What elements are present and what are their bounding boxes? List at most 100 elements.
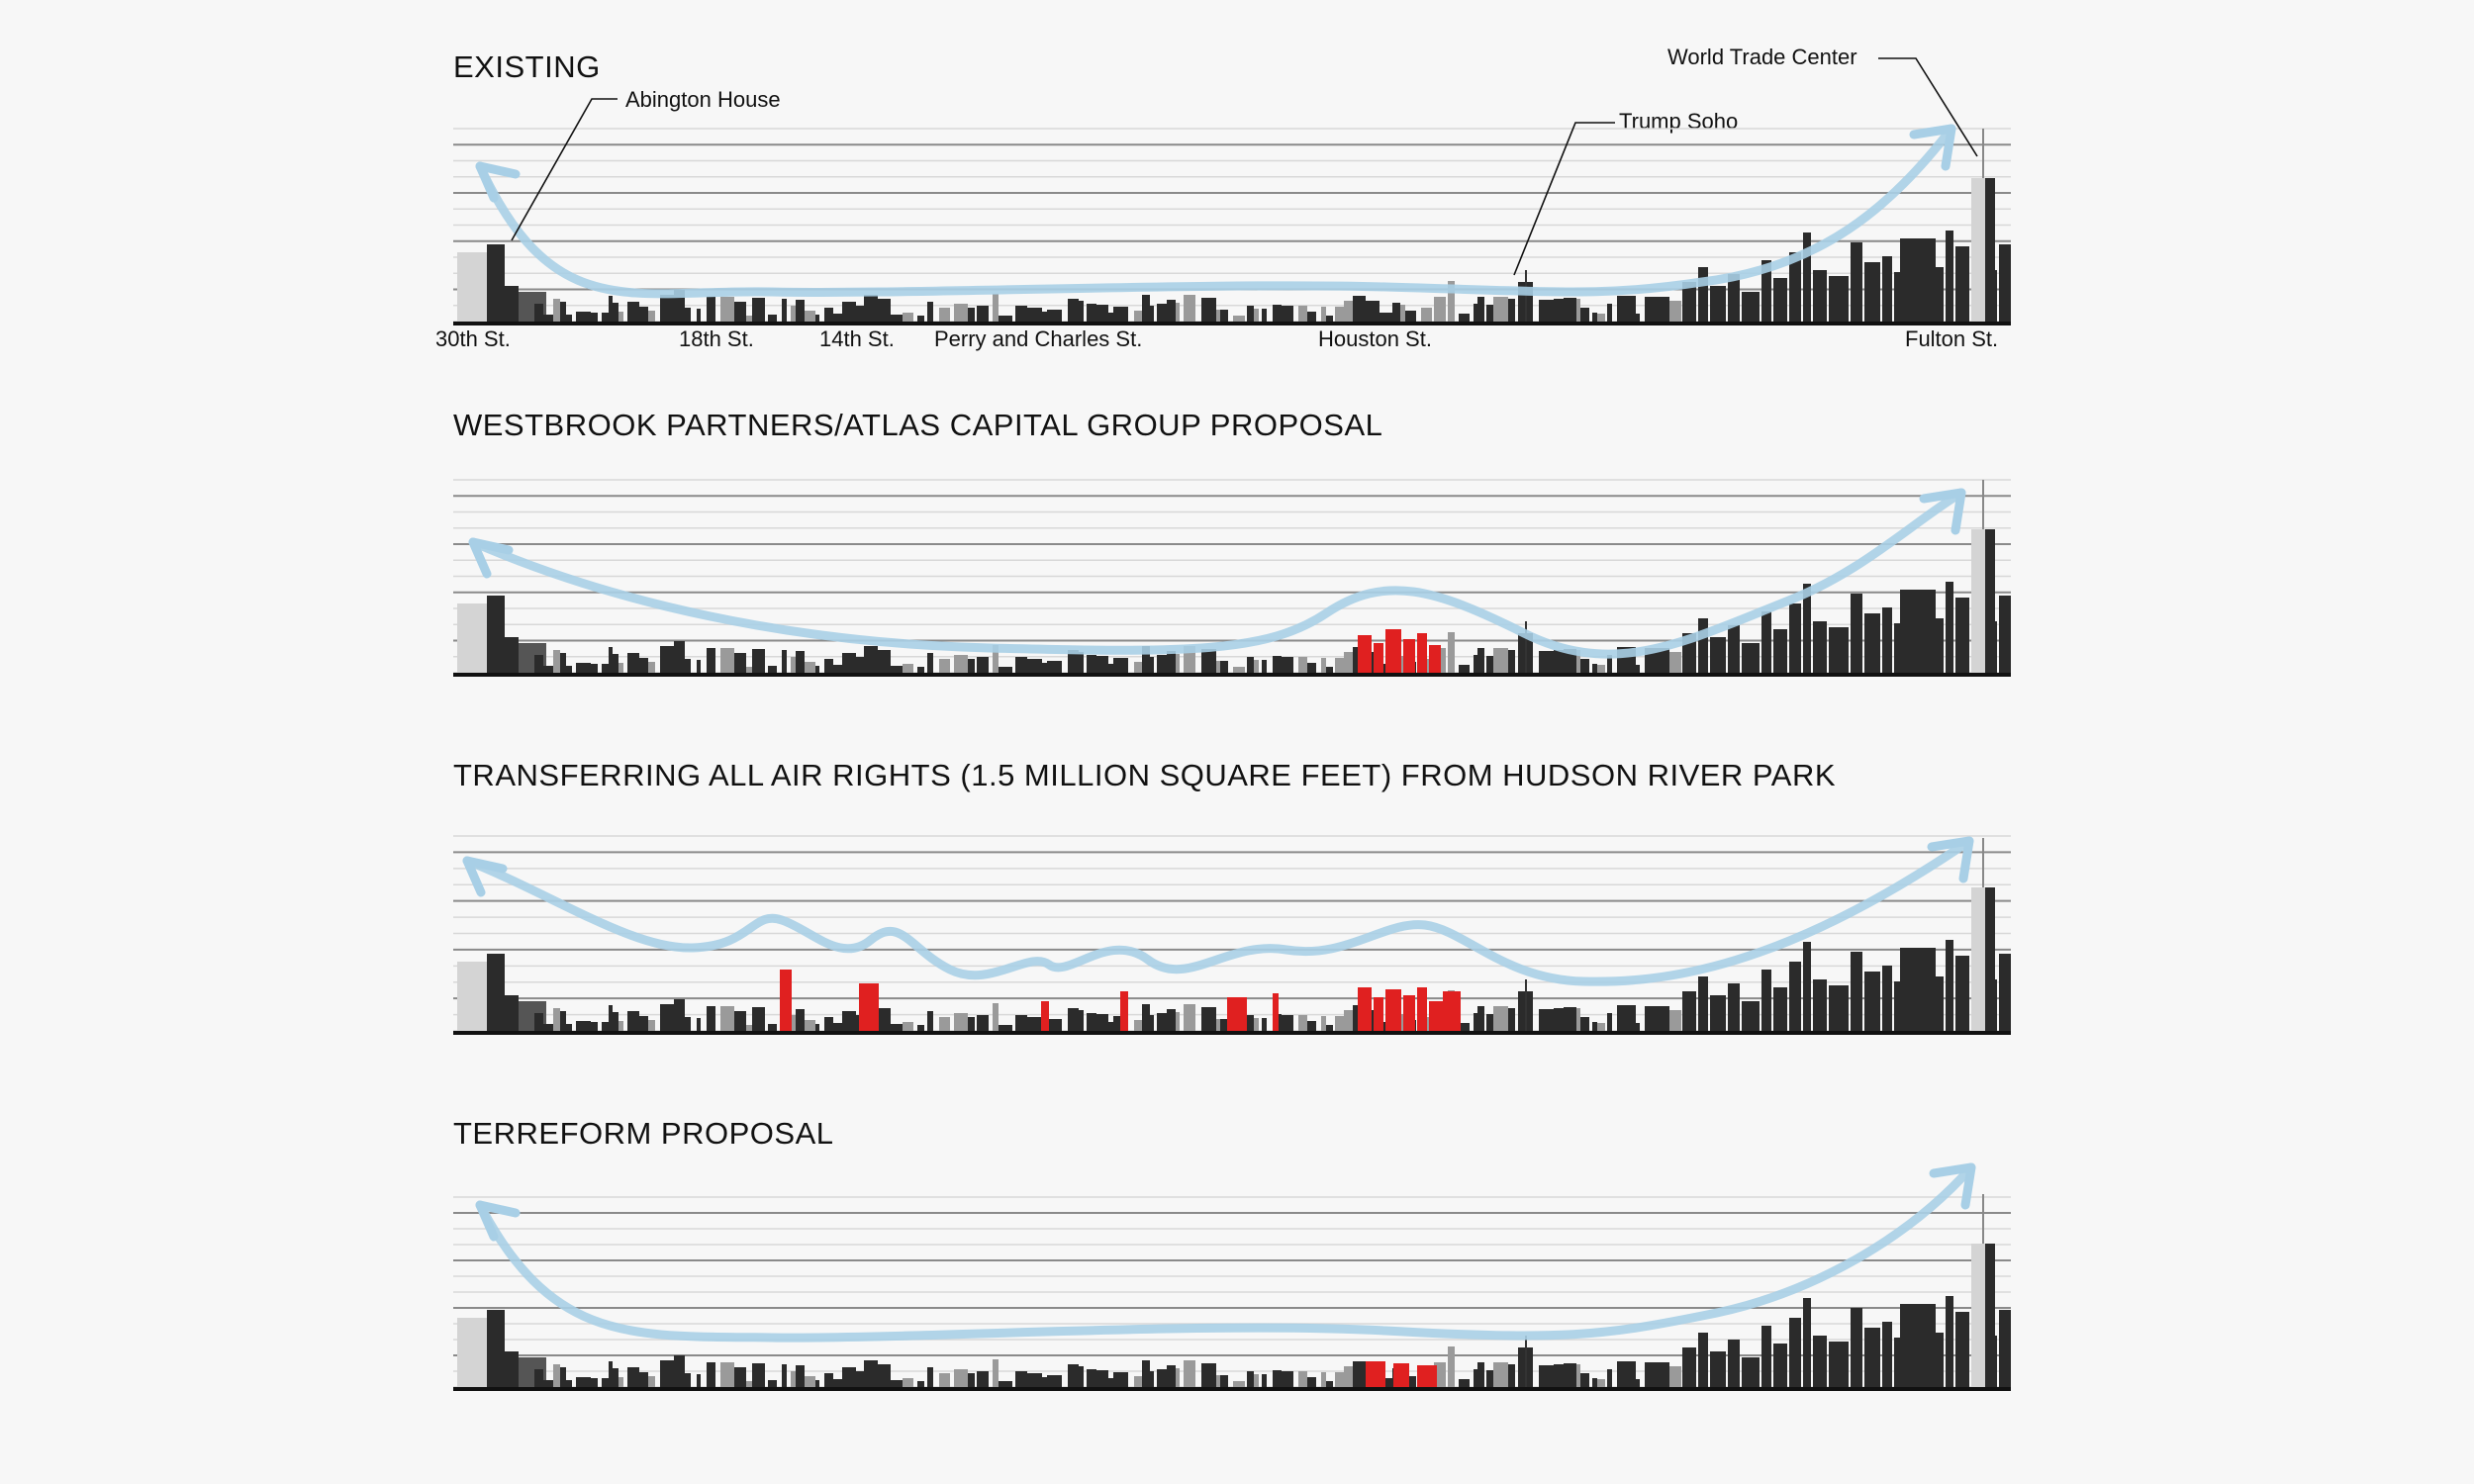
building — [796, 651, 805, 673]
building — [534, 304, 543, 322]
building — [553, 1008, 560, 1031]
building — [576, 1377, 591, 1387]
building — [977, 657, 989, 673]
annotation-trump-soho: Trump Soho — [1619, 109, 1739, 134]
building — [534, 655, 543, 673]
proposal-building — [1417, 987, 1427, 1031]
world-trade-center-building — [1985, 1244, 1995, 1387]
building — [602, 664, 609, 673]
proposal-building — [1358, 635, 1372, 673]
building — [1353, 296, 1366, 322]
building — [1096, 305, 1108, 322]
abington-house-building — [487, 954, 505, 1031]
building — [1087, 1369, 1096, 1387]
street-label-18th: 18th St. — [679, 326, 754, 351]
building — [1344, 652, 1353, 673]
building — [609, 1005, 613, 1031]
building — [543, 666, 553, 673]
building — [791, 306, 796, 322]
building — [1864, 262, 1880, 322]
building — [1027, 308, 1042, 322]
building — [1645, 297, 1657, 322]
building — [977, 1371, 989, 1387]
building — [842, 653, 856, 673]
building — [993, 1003, 999, 1031]
building — [627, 1367, 639, 1387]
building — [1459, 665, 1470, 673]
building — [1108, 313, 1113, 322]
building — [720, 1362, 734, 1387]
building — [1900, 590, 1936, 673]
building — [1607, 304, 1612, 322]
building — [1597, 314, 1605, 322]
proposal-building — [1385, 989, 1401, 1031]
airflow-curve — [468, 488, 1966, 659]
street-label-perry: Perry and Charles St. — [934, 326, 1143, 351]
building — [939, 659, 950, 673]
building — [1326, 1025, 1333, 1031]
building — [891, 1024, 903, 1031]
building — [1220, 1375, 1228, 1387]
building — [1742, 1001, 1760, 1031]
building — [1216, 310, 1220, 322]
building — [1564, 1363, 1576, 1387]
building — [746, 316, 752, 322]
building — [1631, 296, 1636, 322]
airflow-curve — [462, 836, 1974, 986]
building — [977, 1015, 989, 1031]
building — [1321, 658, 1326, 673]
building — [618, 663, 623, 673]
building — [782, 1364, 787, 1387]
building — [1400, 305, 1405, 322]
building — [1597, 1023, 1605, 1031]
building — [1564, 298, 1576, 322]
building — [1096, 1370, 1108, 1387]
building — [1999, 1310, 2011, 1387]
building — [1079, 301, 1084, 322]
building — [1335, 1372, 1344, 1387]
building — [796, 1365, 805, 1387]
building — [1554, 1008, 1564, 1031]
building — [752, 1007, 765, 1031]
building — [1307, 1021, 1316, 1031]
building — [1167, 300, 1176, 322]
building — [1829, 985, 1849, 1031]
building — [1405, 311, 1416, 322]
building — [1636, 1379, 1640, 1387]
building — [1508, 299, 1515, 322]
building — [1448, 281, 1455, 322]
building — [1554, 650, 1564, 673]
building — [1176, 1012, 1180, 1031]
building — [1079, 1366, 1084, 1387]
proposal-building — [780, 970, 792, 1031]
building — [1142, 1004, 1150, 1031]
building — [1539, 300, 1554, 322]
curved-arrow-icon — [1929, 1162, 1976, 1210]
building — [1645, 1006, 1657, 1031]
building — [1682, 991, 1696, 1031]
proposal-building — [1417, 1365, 1437, 1387]
proposal-building — [1443, 991, 1461, 1031]
building — [746, 1025, 752, 1031]
building — [674, 999, 685, 1031]
building — [1087, 304, 1096, 322]
building-light — [457, 603, 487, 673]
building — [660, 1004, 674, 1031]
building — [1829, 1342, 1849, 1387]
building — [1015, 1371, 1027, 1387]
building — [1321, 1016, 1326, 1031]
building — [1789, 252, 1801, 322]
building — [917, 1025, 924, 1031]
building — [1459, 1379, 1470, 1387]
building — [1400, 1014, 1405, 1031]
building — [674, 641, 685, 673]
building — [543, 1380, 553, 1387]
building — [1321, 1372, 1326, 1387]
building — [1434, 297, 1446, 322]
building — [1047, 1375, 1062, 1387]
building — [815, 666, 819, 673]
building — [1508, 1008, 1515, 1031]
building — [1946, 940, 1953, 1031]
building — [648, 1376, 655, 1387]
building — [1631, 1005, 1636, 1031]
